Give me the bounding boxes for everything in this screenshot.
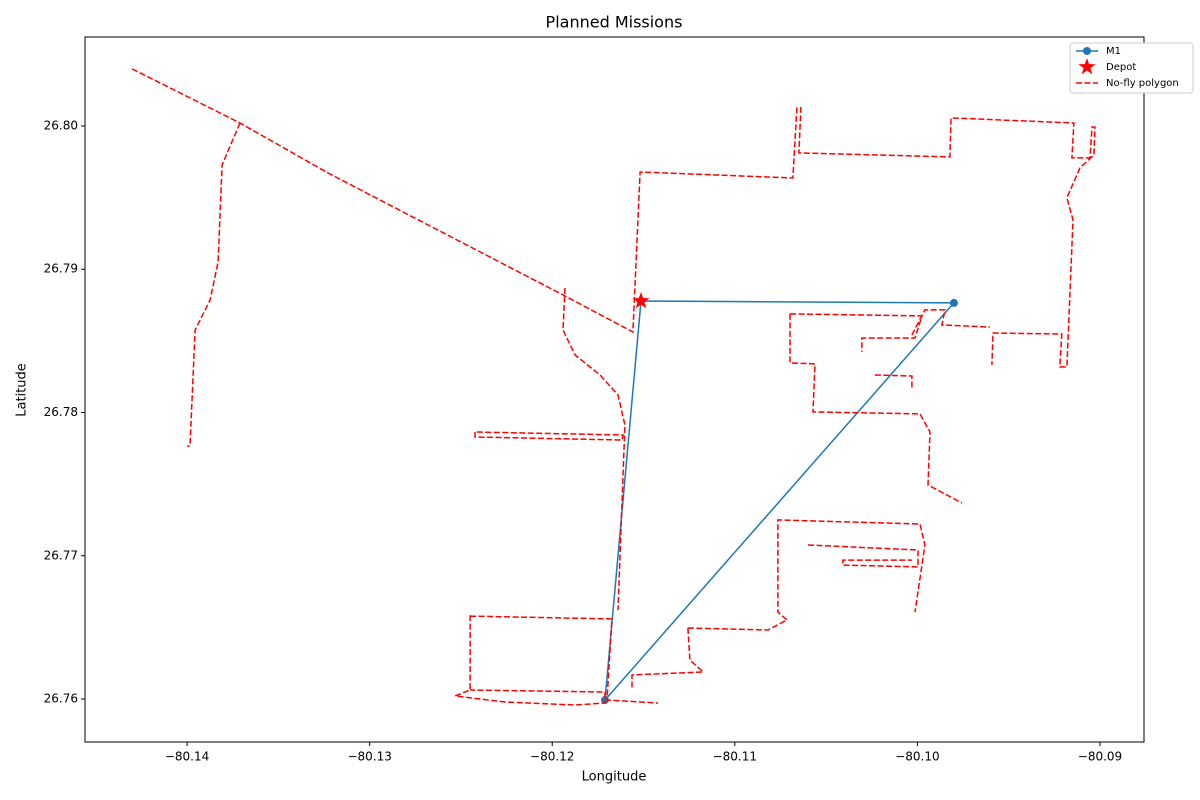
x-tick-label: −80.11 — [713, 750, 757, 764]
y-tick-label: 26.79 — [44, 262, 78, 276]
point — [949, 298, 958, 307]
x-tick-label: −80.14 — [165, 750, 209, 764]
legend-marker — [1078, 58, 1096, 75]
route-line — [604, 300, 956, 703]
legend-label: M1 — [1106, 46, 1121, 57]
x-tick-label: −80.09 — [1078, 750, 1122, 764]
x-tick-label: −80.13 — [347, 750, 391, 764]
x-tick-label: −80.10 — [895, 750, 939, 764]
legend-box — [1069, 42, 1194, 94]
legend-marker — [1083, 47, 1091, 55]
legend-label: Depot — [1106, 62, 1136, 73]
y-axis-label: Latitude — [15, 363, 30, 417]
x-tick-label: −80.12 — [530, 750, 574, 764]
plot-area — [131, 68, 1096, 706]
y-tick-label: 26.76 — [44, 692, 78, 706]
chart-title: Planned Missions — [546, 13, 683, 32]
x-axis-label: Longitude — [582, 770, 647, 785]
plot-frame — [84, 36, 1145, 743]
no-fly-line — [131, 68, 1096, 706]
y-tick-label: 26.77 — [44, 548, 78, 562]
y-tick-label: 26.78 — [44, 405, 78, 419]
y-tick-label: 26.80 — [44, 118, 78, 132]
legend-label: No-fly polygon — [1106, 78, 1179, 89]
depot-star — [632, 292, 650, 309]
